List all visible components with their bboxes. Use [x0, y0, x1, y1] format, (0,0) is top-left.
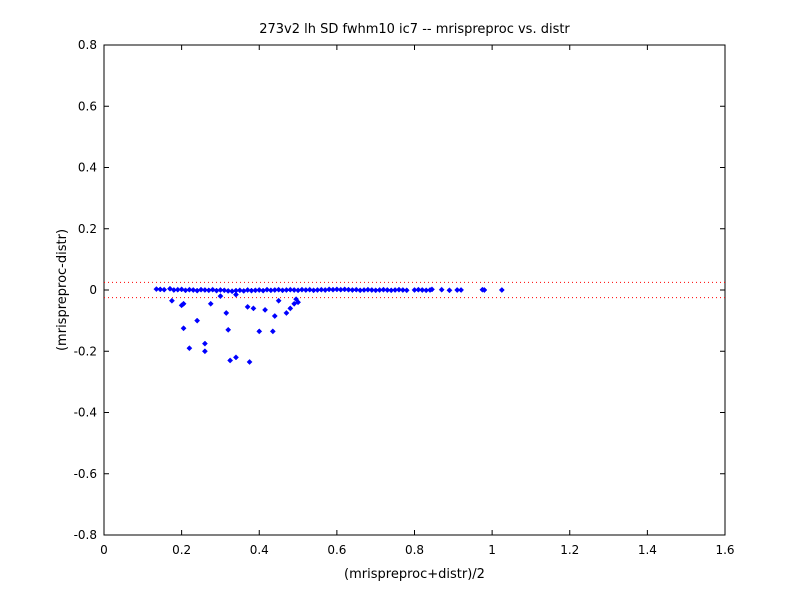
data-point [275, 286, 282, 293]
data-point [287, 305, 294, 312]
data-point [306, 286, 313, 293]
data-point [269, 328, 276, 335]
data-point [364, 286, 371, 293]
data-point [256, 287, 263, 293]
y-tick-label: -0.8 [74, 528, 97, 542]
data-point [225, 326, 232, 333]
data-point [368, 287, 375, 293]
data-point [201, 287, 208, 293]
data-point [399, 287, 406, 293]
data-points [153, 285, 505, 365]
x-tick-label: 1 [488, 543, 496, 557]
data-point [326, 286, 333, 293]
data-point [233, 354, 239, 361]
data-point [396, 286, 402, 293]
y-tick-label: 0.2 [78, 222, 97, 236]
data-point [341, 286, 348, 293]
data-point [209, 286, 216, 293]
data-point [298, 286, 305, 293]
x-tick-label: 0.2 [172, 543, 191, 557]
data-point [384, 287, 391, 293]
y-tick-label: -0.4 [74, 406, 97, 420]
data-point [246, 359, 253, 365]
x-tick-label: 0.6 [327, 543, 346, 557]
data-point [446, 287, 453, 294]
data-point [217, 293, 224, 300]
y-tick-label: 0.8 [78, 38, 97, 52]
data-point [198, 286, 204, 293]
data-point [438, 286, 445, 293]
data-point [481, 287, 488, 293]
x-tick-label: 0.4 [250, 543, 269, 557]
data-point [498, 287, 505, 293]
data-point [458, 287, 465, 293]
data-point [223, 310, 230, 316]
x-tick-label: 0 [100, 543, 108, 557]
y-tick-label: 0 [89, 283, 97, 297]
data-point [201, 340, 208, 347]
data-point [194, 317, 201, 324]
data-point [256, 328, 263, 335]
x-tick-label: 1.6 [715, 543, 734, 557]
data-point [178, 286, 185, 293]
data-point [207, 300, 214, 307]
data-point [353, 286, 360, 293]
x-tick-label: 1.2 [560, 543, 579, 557]
data-point [244, 303, 251, 310]
data-point [180, 325, 187, 332]
data-point [271, 313, 278, 319]
chart-title: 273v2 lh SD fwhm10 ic7 -- mrispreproc vs… [259, 22, 570, 37]
data-point [264, 286, 270, 293]
data-point [429, 286, 435, 293]
data-point [275, 297, 282, 304]
data-point [283, 310, 290, 316]
data-point [454, 287, 461, 293]
data-point [333, 286, 340, 293]
data-point [186, 286, 193, 293]
data-point [186, 345, 193, 352]
x-axis-label: (mrispreproc+distr)/2 [344, 567, 485, 582]
y-tick-label: 0.4 [78, 161, 97, 175]
data-point [153, 286, 160, 293]
data-point [168, 297, 175, 304]
data-point [419, 287, 426, 293]
x-tick-label: 0.8 [405, 543, 424, 557]
data-point [190, 287, 197, 293]
data-point [244, 287, 251, 293]
y-tick-label: -0.6 [74, 467, 97, 481]
data-point [318, 286, 325, 293]
data-point [403, 287, 410, 294]
data-point [291, 287, 298, 293]
data-point [380, 286, 387, 293]
y-axis-label: (mrispreproc-distr) [55, 229, 70, 351]
y-tick-label: 0.6 [78, 99, 97, 113]
data-point [180, 300, 187, 307]
data-point [250, 305, 257, 312]
data-point [227, 357, 234, 364]
data-point [157, 286, 164, 293]
data-point [217, 287, 224, 293]
data-point [262, 306, 269, 313]
data-point [236, 287, 243, 294]
data-point [201, 348, 208, 355]
data-point [161, 286, 168, 293]
y-tick-label: -0.2 [74, 344, 97, 358]
data-point [287, 286, 294, 293]
x-tick-label: 1.4 [638, 543, 657, 557]
data-point [295, 299, 302, 306]
axis-ticks: 0 0.2 0.4 0.6 0.8 1 1.2 1.4 1.6 -0.8 -0.6 -0.4 -0.2 0… [74, 38, 735, 557]
data-point [233, 291, 239, 298]
data-point [415, 286, 422, 293]
data-point [225, 287, 232, 294]
data-point [345, 286, 352, 293]
data-point [221, 287, 228, 294]
